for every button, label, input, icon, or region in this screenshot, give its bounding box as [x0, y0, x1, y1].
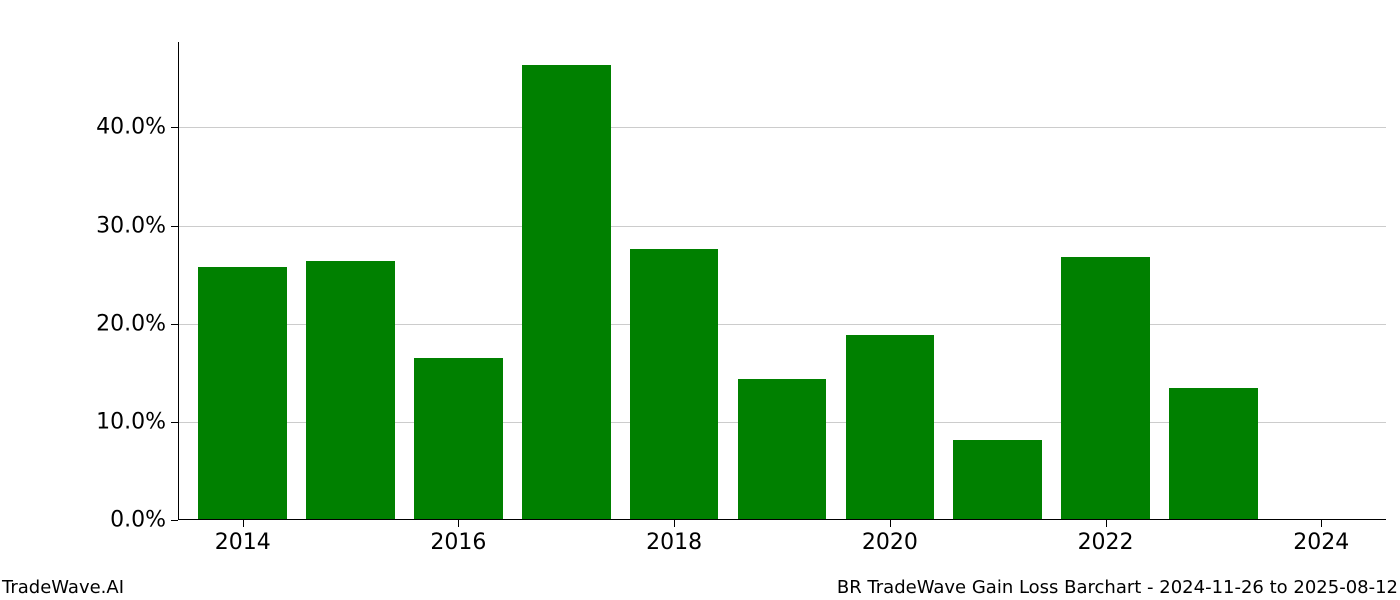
bar-2016 [414, 358, 502, 520]
ytick-label: 10.0% [96, 409, 178, 434]
ytick-label: 30.0% [96, 213, 178, 238]
xtick-label: 2016 [430, 520, 486, 555]
y-axis [178, 42, 179, 520]
ytick-label: 40.0% [96, 115, 178, 140]
chart-stage: 0.0% 10.0% 20.0% 30.0% 40.0% 2014 2016 2018 2020… [0, 0, 1400, 600]
bar-2020 [846, 335, 934, 520]
bar-2023 [1169, 388, 1257, 521]
x-axis [178, 519, 1386, 520]
xtick-label: 2024 [1293, 520, 1349, 555]
plot-area: 0.0%10.0%20.0%30.0%40.0%2014201620182020… [178, 42, 1386, 520]
ytick-label: 0.0% [110, 508, 178, 533]
bar-2014 [198, 267, 286, 520]
gridline [178, 127, 1386, 128]
footer-brand: TradeWave.AI [0, 577, 124, 600]
xtick-label: 2022 [1078, 520, 1134, 555]
footer-caption: BR TradeWave Gain Loss Barchart - 2024-1… [837, 577, 1400, 600]
xtick-label: 2020 [862, 520, 918, 555]
xtick-label: 2018 [646, 520, 702, 555]
bar-2019 [738, 379, 826, 520]
gridline [178, 226, 1386, 227]
bar-2021 [953, 440, 1041, 520]
ytick-label: 20.0% [96, 311, 178, 336]
bar-2015 [306, 261, 394, 520]
bar-2018 [630, 249, 718, 520]
bar-2022 [1061, 257, 1149, 520]
bar-2017 [522, 65, 610, 520]
xtick-label: 2014 [215, 520, 271, 555]
